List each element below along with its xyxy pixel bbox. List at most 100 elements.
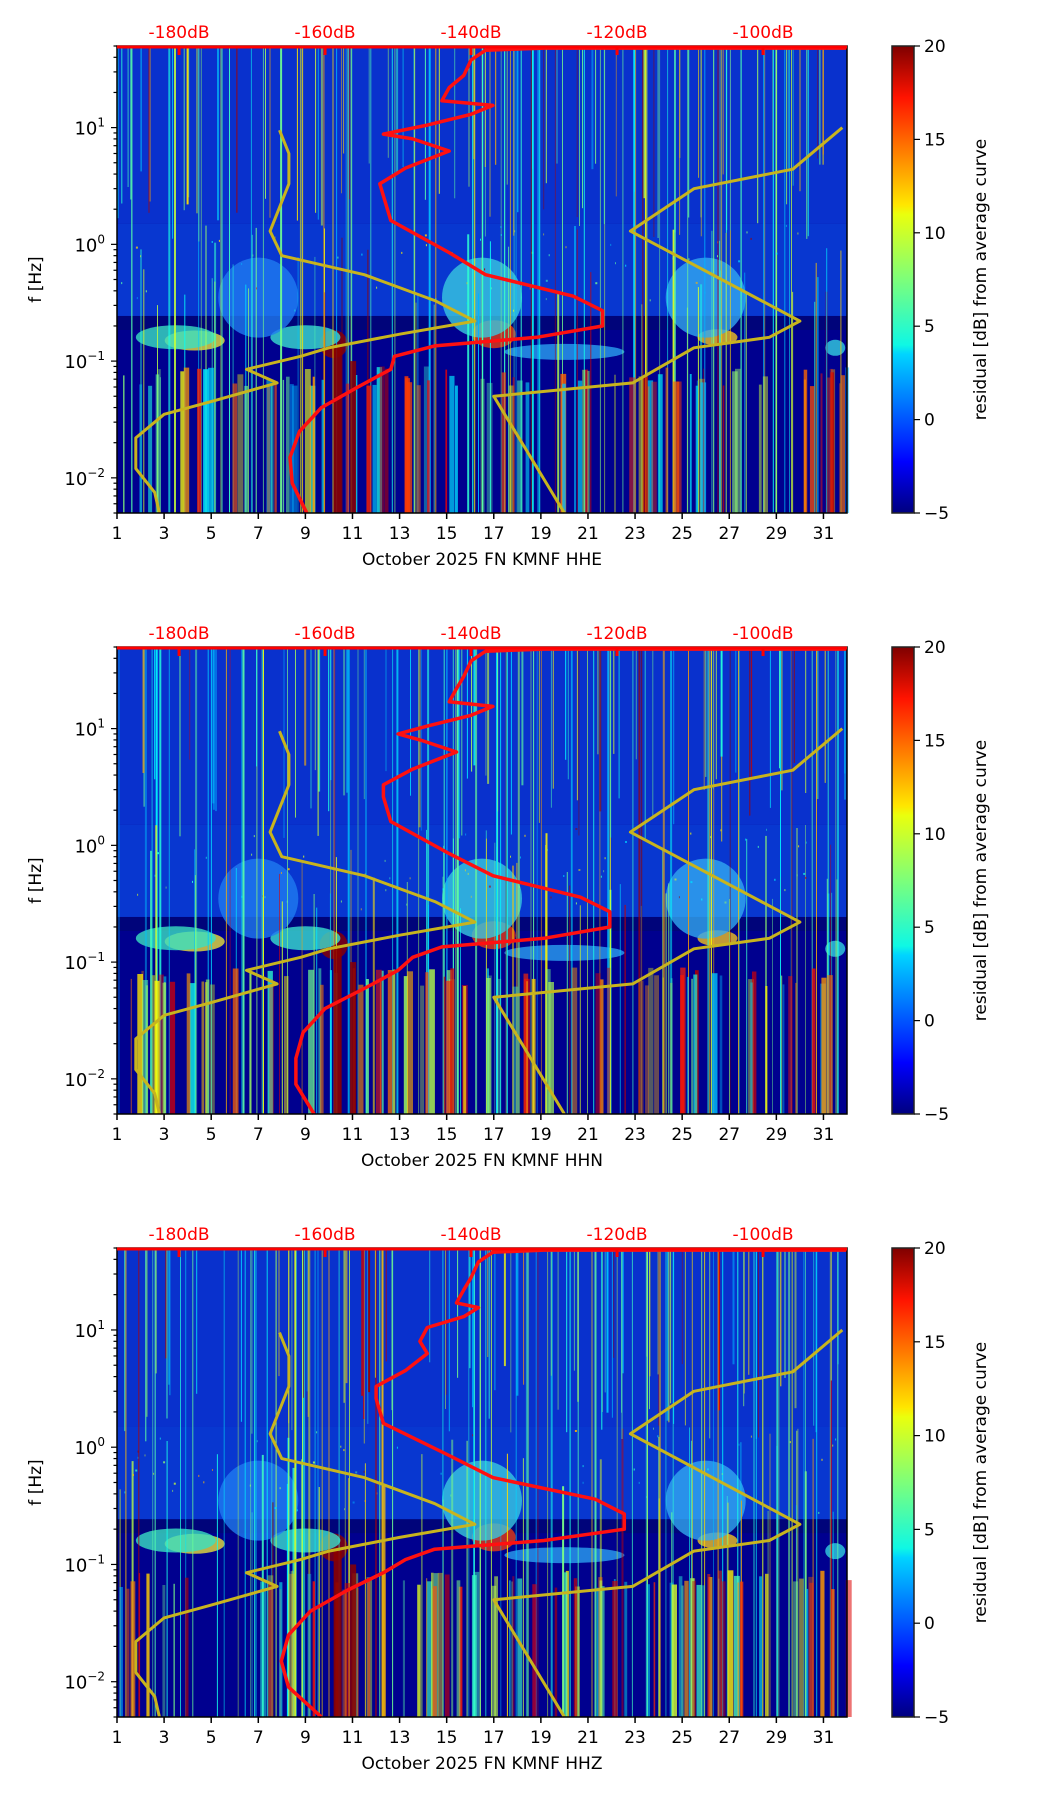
heatmap-lf-column — [679, 1576, 683, 1717]
heatmap-streak — [152, 1248, 153, 1717]
heatmap-lf-column — [600, 1581, 603, 1718]
heatmap-streak — [491, 287, 492, 289]
heatmap-streak — [375, 1248, 376, 1378]
x-axis-tick-label: 15 — [436, 524, 458, 544]
heatmap-lf-column — [380, 367, 385, 514]
heatmap-streak — [361, 254, 362, 256]
heatmap-streak — [645, 647, 646, 839]
heatmap-streak — [489, 886, 491, 888]
heatmap-streak — [613, 647, 614, 754]
heatmap-patch — [825, 340, 845, 356]
heatmap-streak — [501, 234, 502, 236]
heatmap-streak — [774, 879, 775, 881]
heatmap-streak — [337, 257, 338, 259]
heatmap-lf-column — [420, 986, 424, 1114]
heatmap-streak — [168, 46, 170, 513]
heatmap-streak — [219, 240, 220, 242]
db-axis-tick-label: -160dB — [295, 23, 356, 43]
heatmap-streak — [571, 647, 572, 1114]
heatmap-lf-column — [139, 1573, 140, 1717]
heatmap-streak — [487, 1248, 488, 1357]
heatmap-streak — [778, 1248, 779, 1717]
heatmap-streak — [551, 897, 552, 899]
heatmap-streak — [328, 647, 329, 811]
colorbar-tick-label: −5 — [924, 1105, 949, 1125]
heatmap-streak — [721, 647, 723, 757]
heatmap-lf-column — [615, 375, 616, 513]
heatmap-lf-column — [830, 369, 833, 513]
heatmap-streak — [313, 1462, 315, 1464]
heatmap-lf-column — [320, 985, 324, 1114]
heatmap-streak — [392, 1248, 393, 1717]
heatmap-streak — [150, 46, 151, 202]
heatmap-streak — [632, 1248, 633, 1717]
heatmap-streak — [319, 1487, 320, 1717]
x-axis-tick-label: 29 — [766, 1728, 788, 1748]
heatmap-lf-column — [643, 377, 648, 513]
x-axis-tick-label: 11 — [342, 1728, 364, 1748]
heatmap-streak — [670, 1248, 671, 1403]
heatmap-streak — [708, 1468, 709, 1470]
heatmap-streak — [425, 46, 426, 200]
x-axis-tick-label: 1 — [112, 1125, 123, 1145]
heatmap-streak — [658, 46, 659, 238]
heatmap-streak — [665, 1248, 666, 1717]
heatmap-lf-column — [765, 1574, 769, 1717]
colorbar-gradient — [892, 1248, 914, 1717]
heatmap-lf-column — [233, 384, 238, 514]
heatmap-streak — [563, 875, 564, 877]
heatmap-streak — [723, 46, 724, 174]
heatmap-streak — [577, 1248, 579, 1402]
heatmap-streak — [730, 46, 731, 230]
y-axis-tick-label: 10−2 — [64, 1067, 105, 1091]
heatmap-lf-column — [308, 970, 314, 1114]
db-axis-tick-label: -180dB — [149, 1225, 210, 1245]
heatmap-streak — [291, 1248, 292, 1430]
heatmap-streak — [480, 239, 481, 241]
heatmap-streak — [517, 46, 518, 212]
heatmap-streak — [276, 1248, 277, 1717]
heatmap-streak — [495, 46, 496, 165]
x-axis-tick-label: 29 — [766, 524, 788, 544]
spectrogram-panel-hhz: -180dB -160dB -140dB -120dB -100dB1 3 5 7 9 11 13 1… — [26, 1225, 991, 1774]
heatmap-streak — [555, 46, 556, 513]
heatmap-lf-column — [827, 975, 833, 1114]
heatmap-streak — [636, 647, 637, 759]
heatmap-streak — [426, 244, 427, 246]
heatmap-streak — [816, 1248, 817, 1432]
heatmap-streak — [392, 46, 393, 513]
db-axis-tick-label: -100dB — [733, 1225, 794, 1245]
heatmap-streak — [800, 46, 801, 191]
heatmap-lf-column — [481, 379, 485, 513]
heatmap-streak — [805, 825, 806, 1114]
heatmap-streak — [717, 255, 718, 257]
heatmap-streak — [241, 263, 242, 265]
heatmap-streak — [831, 1248, 832, 1381]
heatmap-streak — [472, 1434, 473, 1436]
heatmap-streak — [591, 46, 593, 169]
heatmap-lf-column — [672, 1585, 677, 1718]
x-axis-tick-label: 19 — [530, 524, 552, 544]
heatmap-lf-column — [202, 982, 205, 1115]
heatmap-streak — [243, 647, 245, 1114]
heatmap-streak — [599, 647, 601, 811]
x-axis-label: October 2025 FN KMNF HHZ — [362, 1754, 603, 1774]
heatmap-streak — [634, 1469, 635, 1471]
heatmap-streak — [616, 46, 617, 196]
heatmap-lf-column — [359, 985, 364, 1114]
heatmap-lf-column — [509, 1580, 511, 1717]
heatmap-streak — [713, 46, 714, 513]
heatmap-lf-column — [750, 983, 753, 1115]
heatmap-streak — [174, 1483, 176, 1485]
heatmap-streak — [358, 647, 359, 1114]
heatmap — [117, 647, 847, 1114]
heatmap-streak — [212, 1469, 213, 1471]
heatmap-lf-column — [820, 1571, 824, 1717]
heatmap-lf-column — [244, 386, 248, 513]
heatmap-streak — [832, 1445, 833, 1447]
heatmap-streak — [776, 253, 777, 255]
heatmap-streak — [316, 908, 317, 1114]
heatmap-streak — [531, 46, 532, 513]
heatmap-streak — [539, 647, 540, 823]
heatmap-streak — [808, 46, 809, 236]
